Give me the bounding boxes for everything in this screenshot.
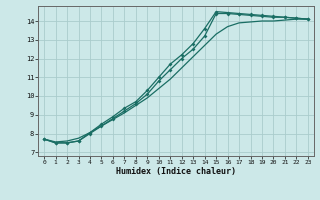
X-axis label: Humidex (Indice chaleur): Humidex (Indice chaleur) <box>116 167 236 176</box>
